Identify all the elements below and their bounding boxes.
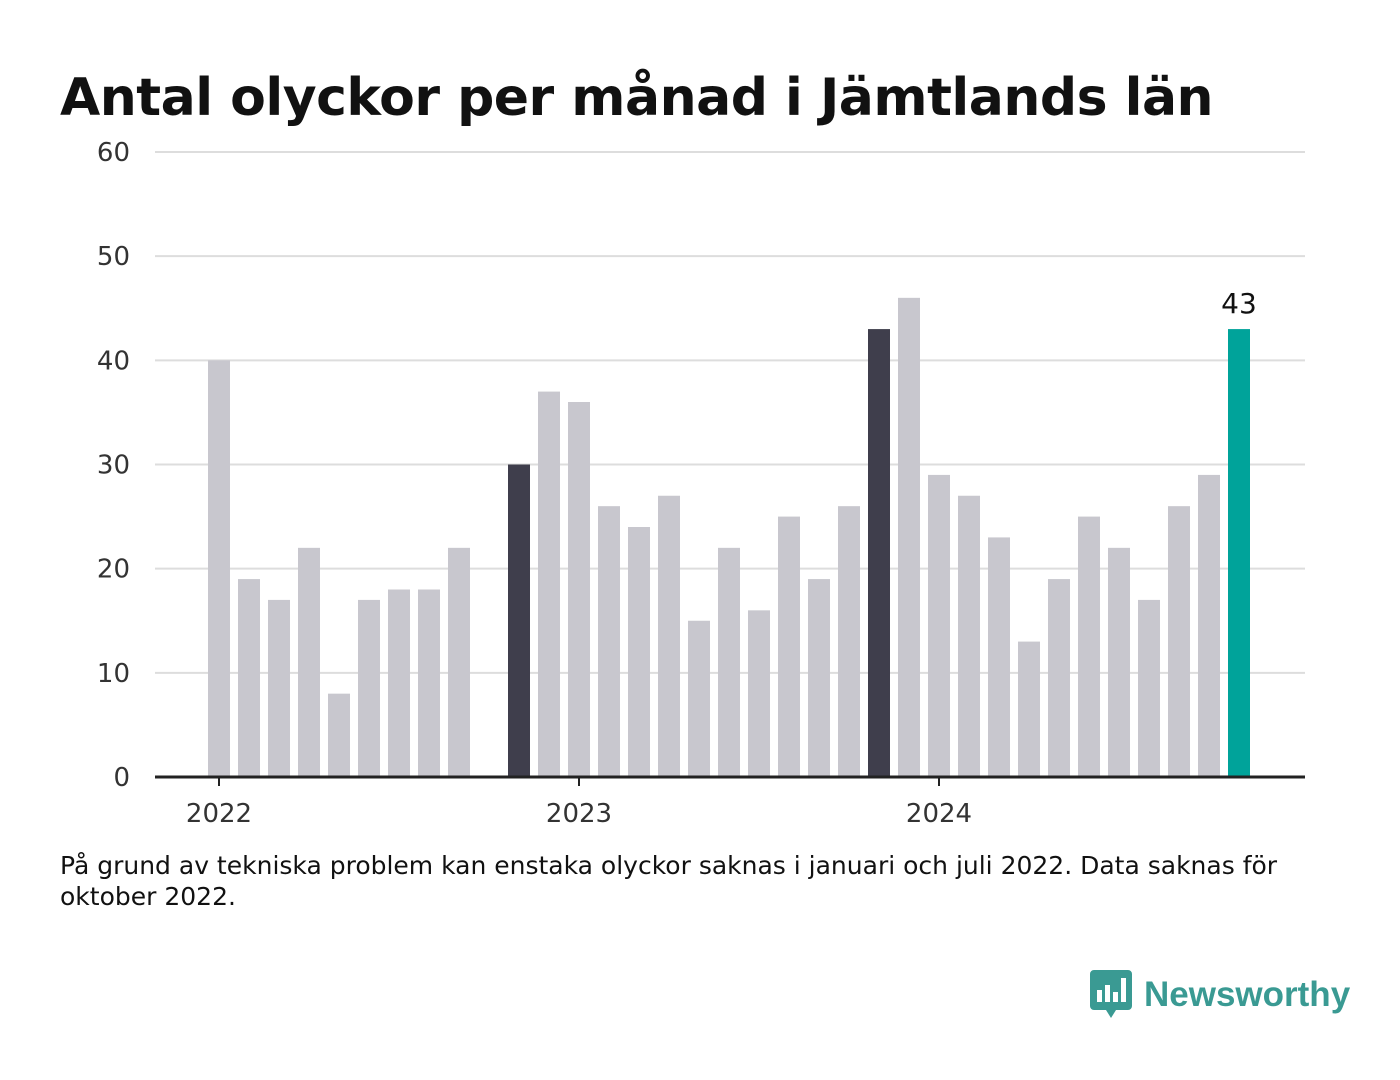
chart-title: Antal olyckor per månad i Jämtlands län [60, 68, 1214, 128]
bar-2022-09 [448, 547, 470, 777]
bar-2022-04 [298, 547, 320, 777]
bar-2023-11 [868, 329, 890, 777]
x-tick-label: 2024 [906, 799, 972, 829]
bars [208, 297, 1250, 777]
bar-2022-06 [358, 599, 380, 777]
bar-2023-07 [748, 610, 770, 777]
brand[interactable]: Newsworthy [1090, 970, 1350, 1020]
newsworthy-logo-icon [1090, 970, 1132, 1018]
bar-2024-05 [1048, 579, 1070, 777]
bar-2022-01 [208, 360, 230, 777]
bar-2022-07 [388, 589, 410, 777]
bar-2023-10 [838, 506, 860, 777]
bar-2022-05 [328, 693, 350, 777]
y-tick-label: 60 [97, 138, 130, 168]
bar-2024-09 [1168, 506, 1190, 777]
bar-2022-11 [508, 464, 530, 777]
bar-2022-02 [238, 579, 260, 777]
y-tick-label: 30 [97, 451, 130, 481]
bar-2023-02 [598, 506, 620, 777]
footnote: På grund av tekniska problem kan enstaka… [60, 851, 1278, 911]
bar-2024-03 [988, 537, 1010, 777]
data-label: 43 [1221, 287, 1257, 320]
y-tick-label: 40 [97, 346, 130, 376]
bar-2024-04 [1018, 641, 1040, 777]
brand-name: Newsworthy [1144, 975, 1351, 1014]
bar-2023-06 [718, 547, 740, 777]
y-axis-tick-labels: 0 10 20 30 40 50 60 [97, 138, 130, 793]
bar-2023-05 [688, 620, 710, 777]
bar-2023-04 [658, 495, 680, 777]
bar-2024-02 [958, 495, 980, 777]
bar-2024-08 [1138, 599, 1160, 777]
bar-2022-03 [268, 599, 290, 777]
bar-2024-06 [1078, 516, 1100, 777]
x-tick-label: 2022 [186, 799, 252, 829]
bar-2023-01 [568, 402, 590, 777]
x-tick-label: 2023 [546, 799, 612, 829]
bar-2024-01 [928, 474, 950, 777]
bar-2023-12 [898, 297, 920, 777]
data-labels: 43 [1221, 287, 1257, 320]
bar-2022-12 [538, 391, 560, 777]
bar-2023-03 [628, 527, 650, 777]
y-tick-label: 20 [97, 555, 130, 585]
x-axis-ticks: 2022 2023 2024 [186, 777, 972, 829]
y-tick-label: 0 [113, 763, 130, 793]
bar-2023-09 [808, 579, 830, 777]
bar-2023-08 [778, 516, 800, 777]
y-tick-label: 50 [97, 242, 130, 272]
bar-2024-11 [1228, 329, 1250, 777]
bar-2022-08 [418, 589, 440, 777]
bar-2024-07 [1108, 547, 1130, 777]
bar-2024-10 [1198, 474, 1220, 777]
bar-chart: 0 10 20 30 40 50 60 2022 2023 2024 43 [97, 138, 1305, 829]
y-tick-label: 10 [97, 659, 130, 689]
